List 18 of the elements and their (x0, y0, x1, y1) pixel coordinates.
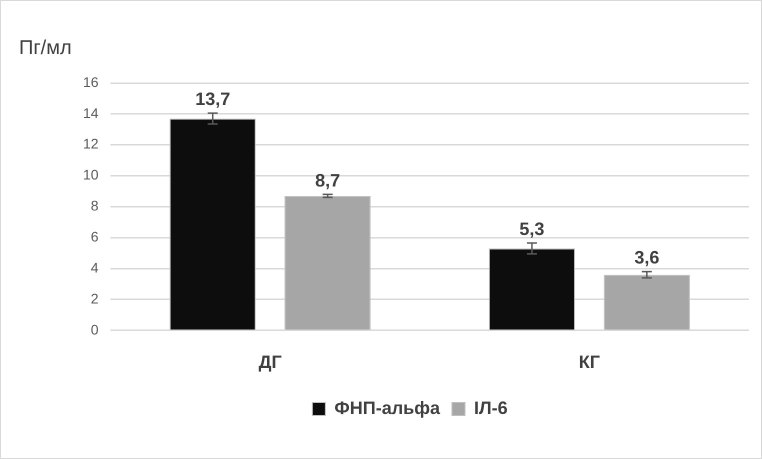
x-tick-label: ДГ (258, 352, 282, 372)
y-tick-label: 14 (82, 104, 99, 121)
y-tick-label: 0 (90, 321, 99, 338)
x-tick-label: КГ (578, 352, 600, 372)
y-tick-label: 12 (82, 136, 99, 152)
data-label: 13,7 (195, 89, 230, 110)
y-tick-label: 2 (90, 290, 99, 306)
y-tick-label: 8 (90, 198, 99, 214)
data-label: 5,3 (519, 219, 544, 240)
legend-label: IЛ-6 (474, 398, 508, 418)
data-label: 3,6 (634, 248, 660, 268)
y-tick-label: 6 (90, 228, 99, 244)
y-tick-label: 4 (90, 259, 99, 276)
y-tick-label: 10 (82, 166, 99, 183)
y-tick-label: 16 (82, 74, 99, 90)
legend-label: ФНП-альфа (334, 398, 441, 418)
y-axis-title: Пг/мл (19, 37, 72, 60)
data-label: 8,7 (315, 170, 340, 190)
